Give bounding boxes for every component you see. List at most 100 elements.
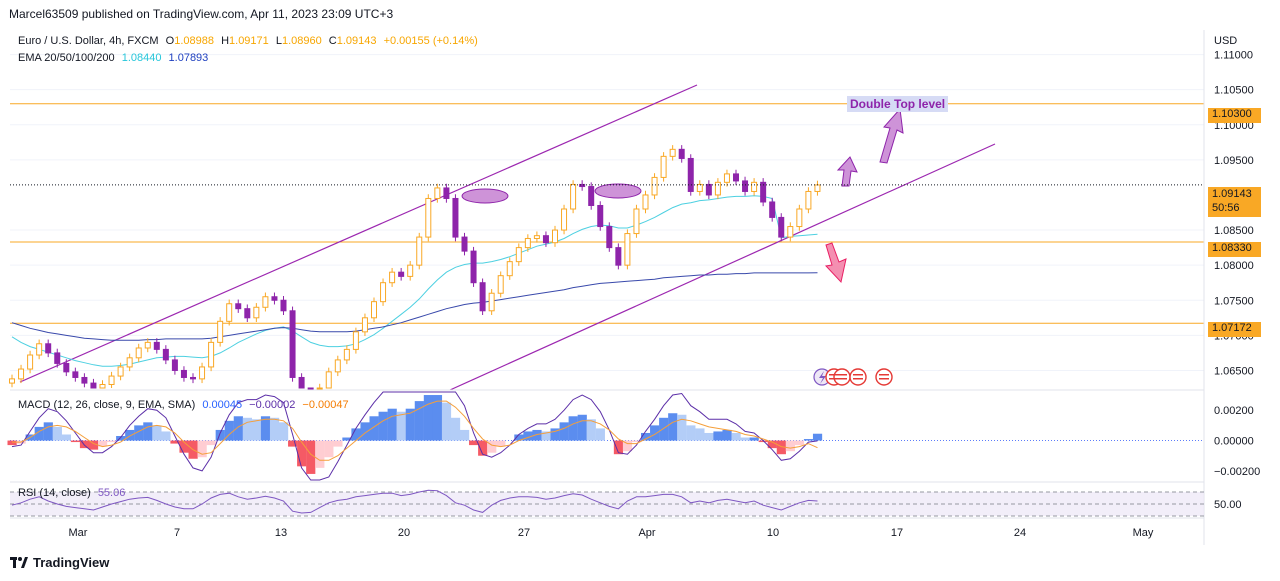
price-tick-label: 1.07500 <box>1214 295 1254 307</box>
horizontal-levels <box>10 103 1204 324</box>
candle <box>542 231 549 247</box>
candle-body <box>199 366 206 380</box>
candle <box>226 299 233 326</box>
candle <box>389 267 396 287</box>
candle-body <box>316 387 323 390</box>
candle <box>380 278 387 306</box>
candle-body <box>144 341 151 349</box>
macd-histogram-bar <box>514 434 524 441</box>
candle <box>506 257 513 280</box>
candle <box>778 213 785 242</box>
macd-histogram-bar <box>197 440 207 458</box>
macd-histogram-bar <box>794 440 805 446</box>
macd-histogram-bar <box>279 422 289 441</box>
level-tag-mid: 1.08330 <box>1208 242 1261 257</box>
price-tick-label: 1.08000 <box>1214 260 1254 272</box>
ema-value-a: 1.08440 <box>121 52 162 64</box>
macd-histogram-bar <box>586 419 596 441</box>
candle <box>63 359 70 377</box>
rsi-pane <box>10 489 1204 517</box>
candle-body <box>669 148 676 157</box>
candle <box>325 367 332 389</box>
macd-line-value: −0.00002 <box>249 399 296 411</box>
candle <box>271 292 278 305</box>
macd-histogram-bar <box>98 440 108 447</box>
macd-histogram-bar <box>306 440 316 474</box>
macd-histogram-bar <box>387 408 397 441</box>
candle-body <box>705 183 712 196</box>
candle <box>570 180 577 214</box>
candle <box>407 260 414 281</box>
candle-body <box>552 229 558 244</box>
candle <box>651 173 658 200</box>
time-tick-label: 27 <box>518 527 530 539</box>
candle-body <box>217 320 224 343</box>
candle <box>18 364 25 384</box>
rsi-value: 55.06 <box>97 487 126 499</box>
footer-brand: TradingView <box>33 555 110 570</box>
macd-histogram-bar <box>242 417 252 441</box>
candle <box>696 180 703 196</box>
candle-body <box>723 173 730 183</box>
macd-histogram-bar <box>722 429 732 441</box>
candle-body <box>253 306 260 319</box>
candle <box>597 201 604 231</box>
macd-histogram-bar <box>288 440 298 447</box>
rsi-legend: RSI (14, close) 55.06 <box>18 487 129 499</box>
candle <box>135 343 142 363</box>
candle-body <box>81 376 88 384</box>
candle <box>805 187 812 214</box>
rsi-label: RSI (14, close) <box>18 487 91 499</box>
candle-body <box>714 181 721 196</box>
time-tick-label: 17 <box>891 527 903 539</box>
arrow-down-icon <box>824 242 847 284</box>
candle-body <box>325 371 332 389</box>
macd-histogram-bar <box>749 437 759 441</box>
ema-label: EMA 20/50/100/200 <box>18 52 115 64</box>
macd-histogram-bar <box>577 414 587 441</box>
candle-body <box>488 292 495 312</box>
macd-histogram-bar <box>767 440 777 449</box>
candle-body <box>135 347 142 359</box>
candle-body <box>171 359 178 371</box>
macd-histogram-bar <box>740 437 750 441</box>
candle-body <box>542 235 549 244</box>
current-price-value: 1.09143 <box>1212 188 1252 200</box>
macd-histogram-bar <box>61 434 71 441</box>
candle-body <box>533 235 540 239</box>
candle <box>262 292 269 312</box>
macd-histogram-bar <box>342 437 352 441</box>
time-tick-label: Mar <box>69 527 88 539</box>
level-tag-top: 1.10300 <box>1208 108 1261 123</box>
time-tick-label: Apr <box>638 527 655 539</box>
candle-body <box>90 382 97 389</box>
macd-histogram-bar <box>324 440 334 458</box>
macd-histogram-bar <box>532 429 542 441</box>
candle-body <box>235 303 242 310</box>
candle <box>705 180 712 200</box>
macd-hist-value: 0.00045 <box>202 399 243 411</box>
macd-histogram-bar <box>695 428 705 441</box>
candle-body <box>461 236 468 252</box>
ema-legend: EMA 20/50/100/200 1.08440 1.07893 <box>18 52 212 64</box>
candle-body <box>407 264 414 277</box>
candle-body <box>588 186 595 206</box>
candle-body <box>515 247 522 263</box>
candle-body <box>570 183 577 210</box>
macd-histogram-bar <box>595 428 605 441</box>
macd-histogram-bar <box>152 425 162 441</box>
candle-body <box>678 148 685 159</box>
candle-body <box>733 173 739 182</box>
candle-body <box>180 369 187 378</box>
candle-body <box>36 343 43 356</box>
open-value: 1.08988 <box>174 35 214 47</box>
macd-signal-line <box>12 400 818 461</box>
candle <box>126 353 133 372</box>
candle <box>36 339 43 360</box>
macd-histogram-bar <box>79 440 90 449</box>
candle-body <box>633 208 640 235</box>
candle <box>45 339 52 358</box>
candle <box>624 229 631 270</box>
candle-body <box>606 226 613 249</box>
